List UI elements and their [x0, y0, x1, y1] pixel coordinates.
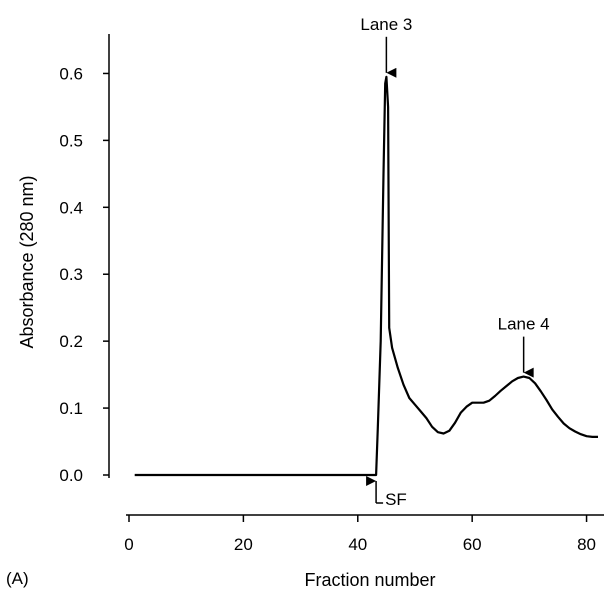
- annotation-label: SF: [385, 490, 407, 509]
- y-axis-ticks: 0.0 0.1 0.2 0.3 0.4 0.5 0.6: [59, 64, 109, 485]
- panel-label: (A): [6, 569, 29, 588]
- y-tick-label: 0.6: [59, 64, 83, 83]
- x-axis-ticks: 0 20 40 60 80: [124, 515, 596, 554]
- y-axis-label: Absorbance (280 nm): [17, 175, 37, 348]
- x-tick-label: 80: [577, 535, 596, 554]
- x-tick-label: 20: [234, 535, 253, 554]
- annotations: Lane 3 Lane 4 SF: [360, 15, 549, 509]
- x-tick-label: 60: [463, 535, 482, 554]
- y-tick-label: 0.3: [59, 265, 83, 284]
- annotation-label: Lane 4: [498, 315, 550, 334]
- x-axis-label: Fraction number: [304, 570, 435, 590]
- x-tick-label: 0: [124, 535, 133, 554]
- y-tick-label: 0.1: [59, 399, 83, 418]
- y-tick-label: 0.2: [59, 332, 83, 351]
- y-tick-label: 0.4: [59, 198, 83, 217]
- x-tick-label: 40: [348, 535, 367, 554]
- annotation-label: Lane 3: [360, 15, 412, 34]
- y-tick-label: 0.5: [59, 131, 83, 150]
- y-tick-label: 0.0: [59, 466, 83, 485]
- absorbance-trace: [134, 75, 598, 477]
